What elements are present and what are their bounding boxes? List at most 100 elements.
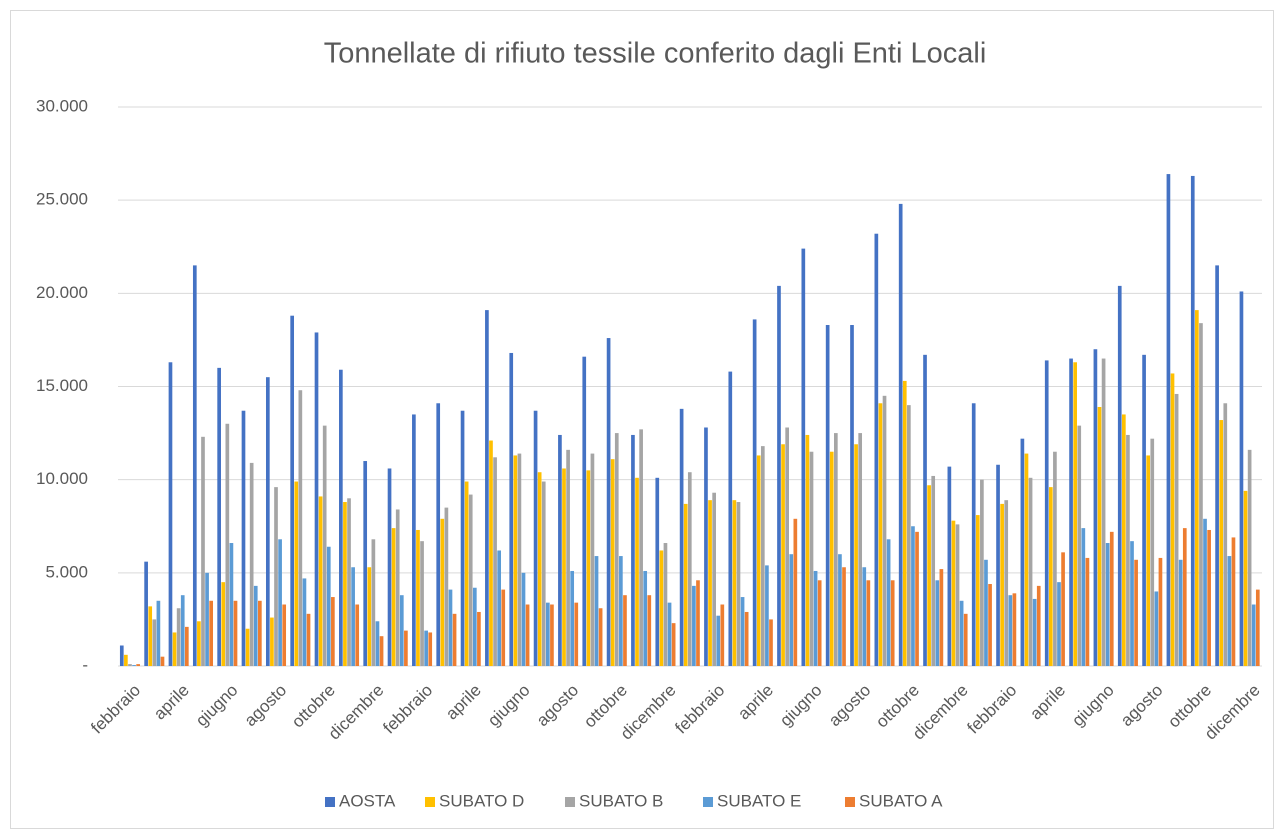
y-tick-label: - — [82, 655, 88, 674]
bar — [302, 578, 307, 666]
bar — [128, 664, 132, 666]
bar — [866, 580, 871, 666]
bar — [404, 630, 408, 666]
bar — [1239, 291, 1244, 666]
bar — [671, 623, 676, 666]
bar — [639, 429, 643, 666]
bar — [817, 580, 822, 666]
bar — [752, 319, 757, 666]
bar — [509, 352, 514, 666]
bar — [395, 509, 400, 666]
bar — [245, 628, 250, 666]
chart-frame — [10, 10, 1274, 829]
bar — [838, 554, 842, 666]
bar — [318, 496, 323, 666]
bar — [460, 410, 465, 666]
bar — [833, 433, 838, 666]
bar — [424, 630, 428, 666]
bar — [1203, 518, 1207, 666]
bar — [1024, 453, 1029, 666]
bar — [416, 529, 420, 666]
bar — [132, 665, 136, 666]
bar — [935, 580, 940, 666]
bar — [533, 410, 538, 666]
bar — [898, 203, 903, 667]
bar — [878, 403, 883, 666]
bar — [765, 565, 769, 666]
bar — [420, 541, 424, 666]
legend-label: SUBATO D — [439, 791, 524, 810]
bar — [728, 371, 733, 666]
bar — [249, 462, 254, 666]
legend-swatch — [325, 797, 335, 807]
legend-swatch — [703, 797, 713, 807]
bar — [448, 589, 453, 666]
bar — [1178, 559, 1183, 666]
bar — [574, 602, 579, 666]
bar — [862, 567, 867, 666]
bar — [160, 656, 165, 666]
bar — [1227, 556, 1232, 666]
bar — [643, 570, 648, 666]
bar — [525, 604, 530, 666]
bar — [192, 265, 197, 666]
bar — [975, 515, 980, 666]
bar — [704, 427, 708, 666]
bar — [971, 403, 976, 666]
legend-label: SUBATO A — [859, 791, 943, 810]
bar — [566, 449, 570, 666]
bar — [1190, 175, 1195, 666]
bar — [1231, 537, 1236, 666]
bar — [339, 369, 343, 666]
bar — [902, 380, 907, 666]
bar — [241, 410, 246, 666]
bar — [988, 584, 992, 666]
bar — [996, 464, 1000, 666]
bar — [517, 453, 522, 666]
bar — [444, 507, 449, 666]
legend-swatch — [425, 797, 435, 807]
bar — [959, 600, 964, 666]
bar — [813, 570, 818, 666]
bar — [1174, 393, 1179, 666]
bar — [550, 604, 554, 666]
bar — [278, 539, 282, 666]
bar — [963, 613, 968, 666]
bar — [497, 550, 502, 666]
bar — [744, 611, 749, 666]
bar — [205, 572, 209, 666]
bar — [756, 455, 761, 666]
bar — [842, 567, 846, 666]
bar — [923, 354, 927, 666]
bar — [1085, 557, 1090, 666]
bar — [168, 362, 173, 666]
bar — [1105, 543, 1110, 666]
bar — [809, 451, 814, 666]
bar — [306, 613, 311, 666]
bar — [371, 539, 376, 666]
bar — [375, 621, 380, 666]
bar — [927, 485, 931, 666]
bar — [931, 475, 936, 666]
bar — [1061, 552, 1065, 666]
bar — [314, 332, 319, 666]
y-tick-label: 25.000 — [36, 190, 88, 209]
legend-swatch — [565, 797, 575, 807]
bar — [294, 481, 299, 666]
bar — [501, 589, 506, 666]
bar — [1154, 591, 1159, 666]
bar — [363, 461, 368, 666]
bar — [769, 619, 773, 666]
bar — [1073, 362, 1077, 666]
bar — [1036, 585, 1041, 666]
bar — [1028, 477, 1033, 666]
bar — [136, 664, 140, 666]
bar — [805, 434, 810, 666]
legend-swatch — [845, 797, 855, 807]
bar — [1166, 174, 1171, 666]
bar — [1247, 449, 1252, 666]
bar — [1057, 582, 1061, 666]
bar — [1048, 487, 1053, 666]
bar — [322, 425, 327, 666]
bar — [201, 436, 205, 666]
